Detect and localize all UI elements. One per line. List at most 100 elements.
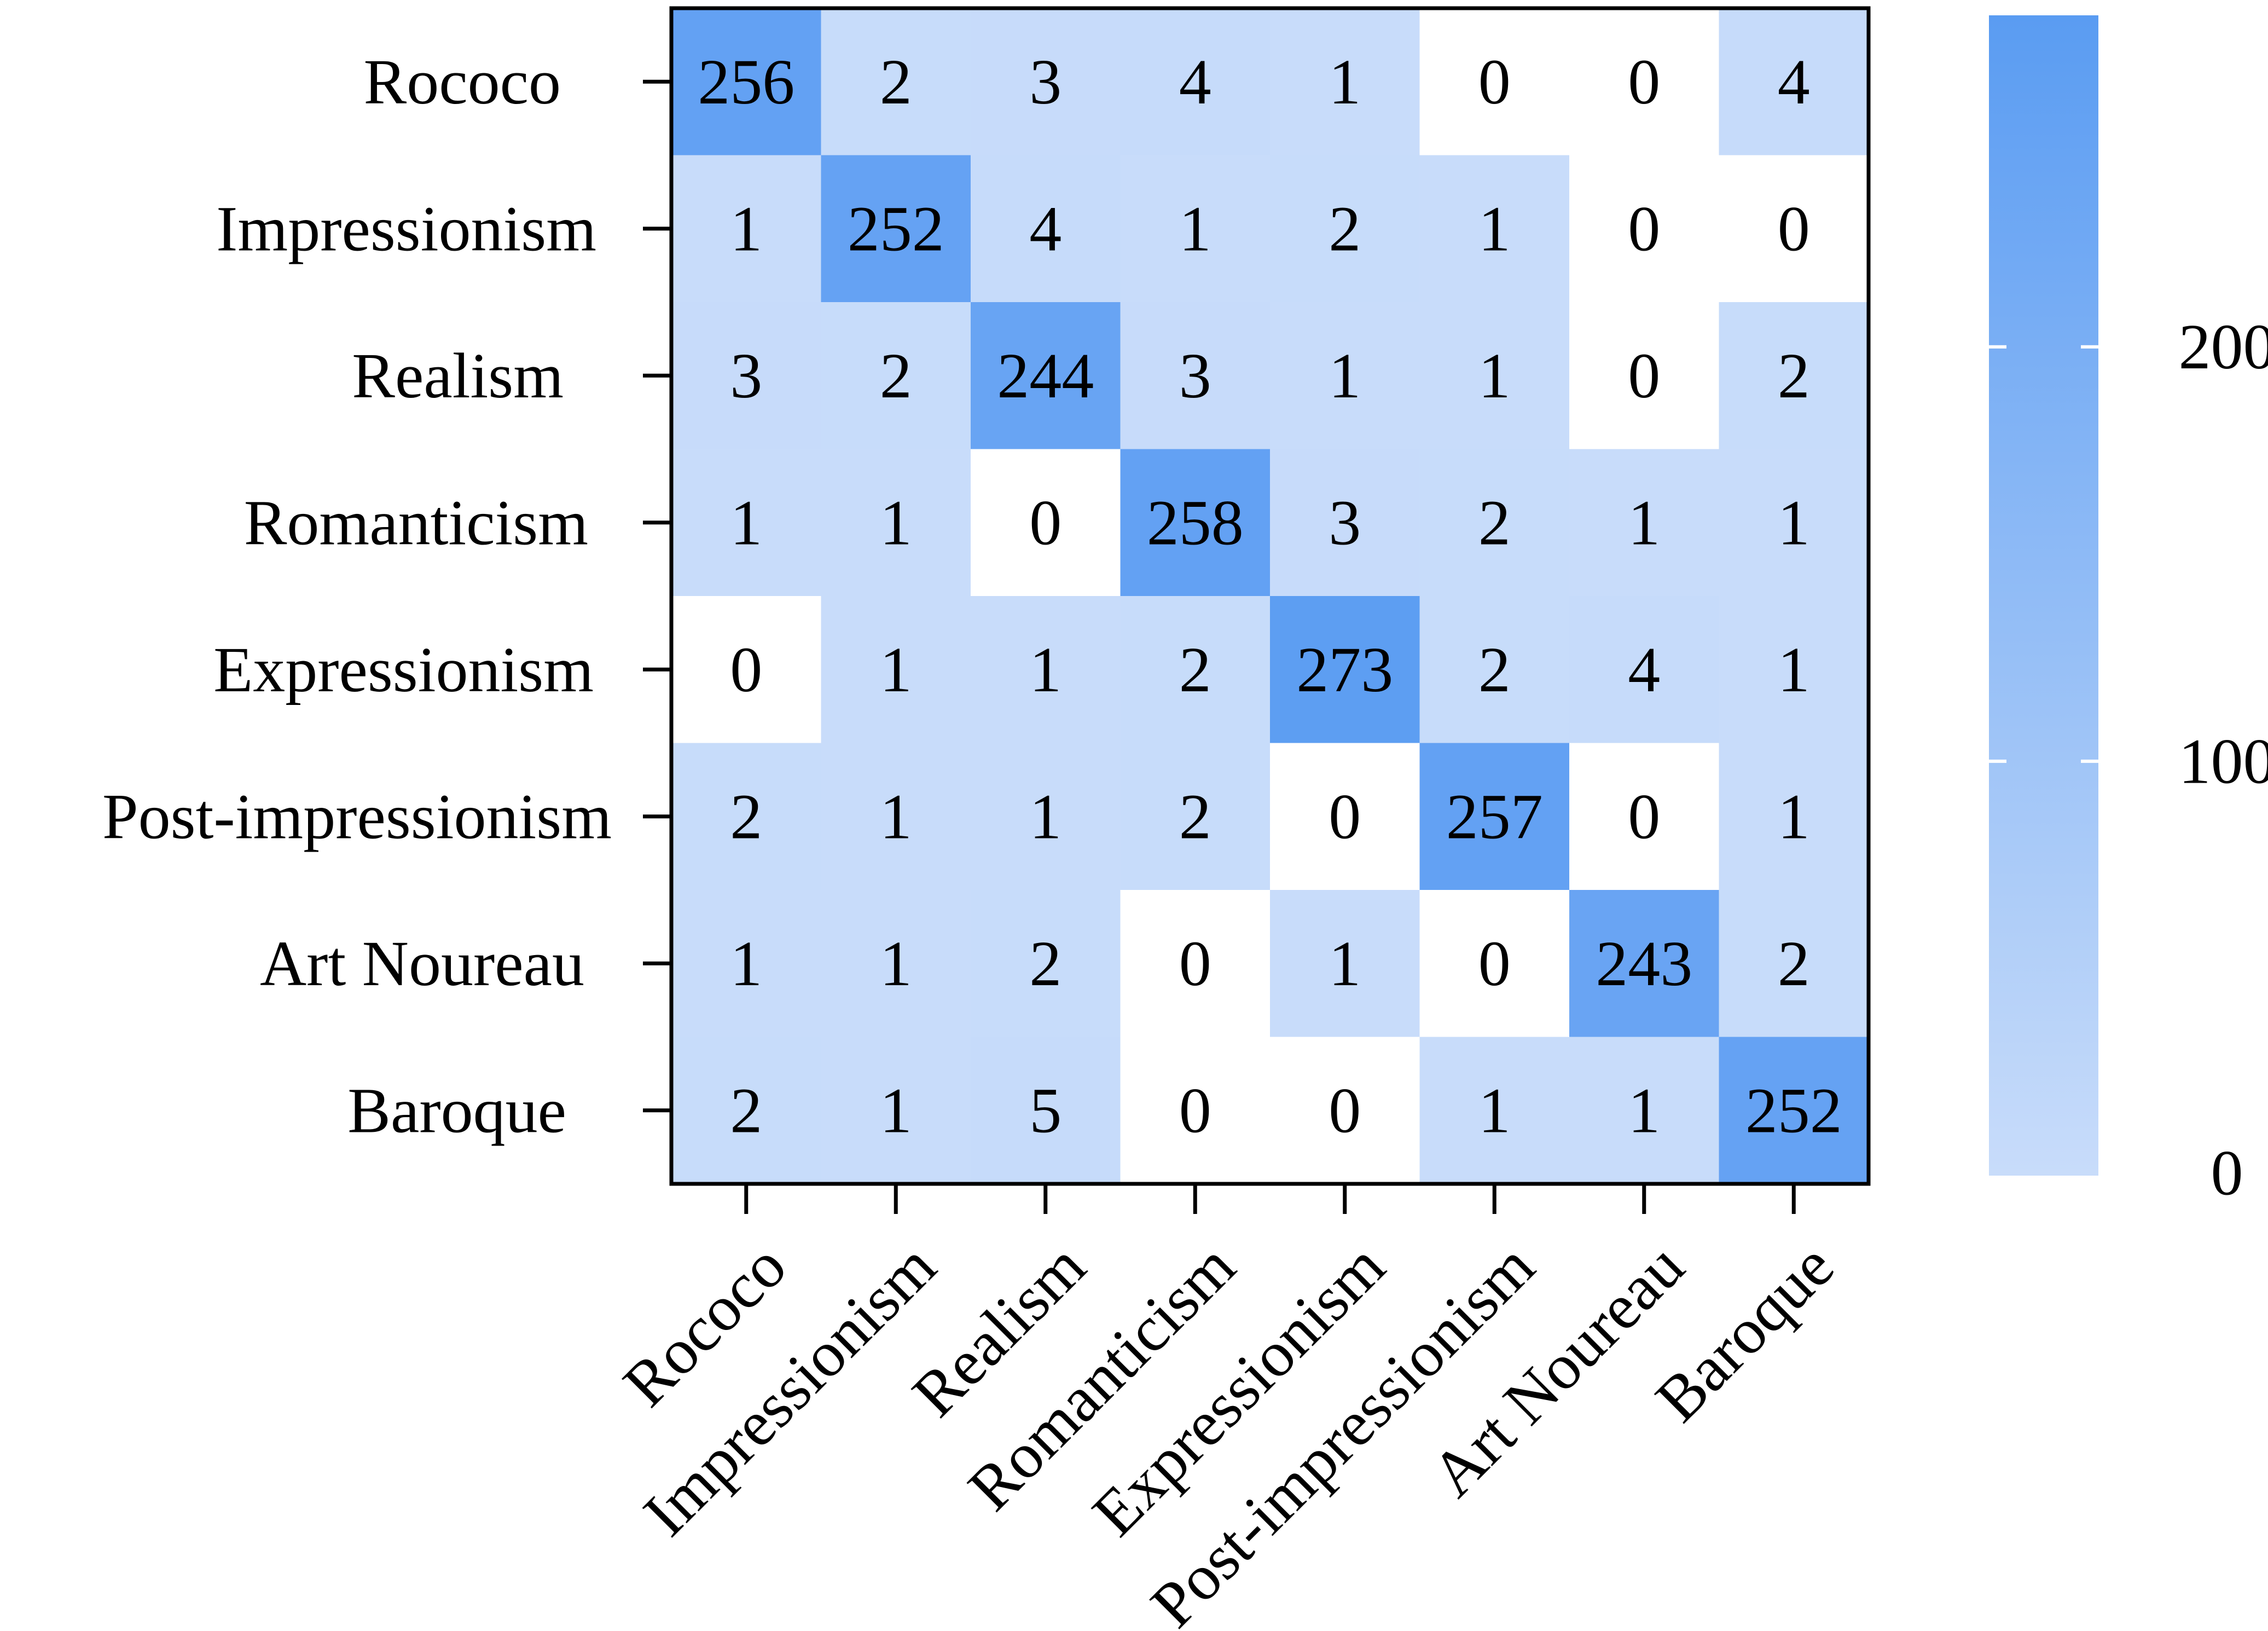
cell-value-label: 0 (1478, 928, 1511, 999)
cell-value-label: 2 (1029, 928, 1062, 999)
y-axis-tick-label: Romanticism (244, 487, 588, 558)
heatmap-cell (971, 8, 1121, 156)
heatmap-cell (1270, 743, 1420, 890)
cell-value-label: 3 (1179, 340, 1211, 412)
cell-value-label: 244 (997, 340, 1094, 412)
heatmap-cell (1120, 890, 1271, 1038)
cell-value-label: 1 (1778, 780, 1810, 852)
y-axis-tick-label: Expressionism (213, 634, 594, 705)
cell-value-label: 257 (1446, 780, 1543, 852)
heatmap-cell (1719, 1037, 1869, 1184)
heatmap-cell (1569, 302, 1720, 450)
colorbar-tick-label: 0 (2211, 1137, 2243, 1209)
colorbar-gradient (1989, 15, 2098, 1176)
cell-value-label: 256 (698, 46, 794, 118)
cell-value-labels: 256 2 3 4 1 0 0 41 252 4 1 2 1 0 03 2 244 3 1 1 0 21 1 0 258 3 2 1 1… (698, 46, 1842, 1147)
cell-value-label: 0 (1329, 780, 1361, 852)
cell-value-label: 1 (1329, 46, 1361, 118)
cell-value-label: 0 (1628, 46, 1660, 118)
cell-value-label: 1 (1628, 487, 1660, 558)
heatmap-cell (1719, 890, 1869, 1038)
cell-value-label: 1 (1329, 340, 1361, 412)
cell-value-label: 0 (1329, 1074, 1361, 1146)
cell-value-label: 0 (1029, 487, 1062, 558)
cell-value-label: 2 (1179, 780, 1211, 852)
heatmap-cell (1419, 596, 1570, 744)
cell-value-label: 4 (1029, 193, 1062, 264)
cell-value-label: 1 (880, 487, 912, 558)
colorbar-tick-label: 200 (2179, 311, 2268, 383)
cell-value-label: 0 (1778, 193, 1810, 264)
heatmap-frame (669, 6, 1871, 1186)
cell-value-label: 1 (1029, 634, 1062, 705)
cell-value-label: 1 (1628, 1074, 1660, 1146)
heatmap-cell (671, 302, 822, 450)
heatmap-cell (1569, 1037, 1720, 1184)
y-axis-tick-label: Art Noureau (260, 928, 584, 999)
cell-value-label: 1 (730, 928, 762, 999)
heatmap-cell (1419, 449, 1570, 597)
colorbar-ticks: 0 100 200 (1989, 311, 2268, 1209)
cell-value-label: 0 (1478, 46, 1511, 118)
cell-value-label: 3 (1329, 487, 1361, 558)
heatmap-cell (1270, 596, 1420, 744)
heatmap-cell (1120, 596, 1271, 744)
heatmap-cell (971, 302, 1121, 450)
cell-value-label: 1 (1478, 1074, 1511, 1146)
heatmap-cell (1120, 155, 1271, 303)
cell-value-label: 0 (1628, 780, 1660, 852)
heatmap-cell (821, 449, 971, 597)
cell-value-label: 2 (730, 780, 762, 852)
y-axis-tick-label: Impressionism (216, 193, 596, 264)
heatmap-cell (1419, 155, 1570, 303)
cell-value-label: 1 (880, 1074, 912, 1146)
heatmap-cell (1120, 302, 1271, 450)
cell-value-label: 243 (1596, 928, 1692, 999)
cell-value-label: 0 (1179, 1074, 1211, 1146)
cell-value-label: 5 (1029, 1074, 1062, 1146)
cell-value-label: 1 (1478, 340, 1511, 412)
heatmap-cell (1270, 8, 1420, 156)
cell-value-label: 0 (730, 634, 762, 705)
heatmap-cell (1120, 1037, 1271, 1184)
heatmap-cell (1569, 596, 1720, 744)
cell-value-label: 2 (1179, 634, 1211, 705)
heatmap-cell (971, 596, 1121, 744)
cell-value-label: 1 (1778, 487, 1810, 558)
cell-value-label: 3 (730, 340, 762, 412)
cell-value-label: 2 (880, 46, 912, 118)
y-axis: Rococo Impressionism Realism Romanticism Exp… (102, 46, 671, 1146)
heatmap-cell (821, 890, 971, 1038)
colorbar: 0 100 200 (1989, 15, 2268, 1209)
cell-value-label: 4 (1179, 46, 1211, 118)
heatmap-cell (671, 155, 822, 303)
cell-value-label: 2 (1329, 193, 1361, 264)
heatmap-cell (1270, 449, 1420, 597)
heatmap-cell (1419, 1037, 1570, 1184)
y-axis-tick-label: Realism (352, 340, 564, 412)
cell-value-label: 1 (730, 487, 762, 558)
cell-value-label: 2 (1778, 340, 1810, 412)
heatmap-cell (821, 1037, 971, 1184)
heatmap-cell (1719, 596, 1869, 744)
cell-value-label: 252 (1745, 1074, 1842, 1146)
heatmap-cell (1120, 743, 1271, 890)
heatmap-cell (821, 8, 971, 156)
cell-value-label: 3 (1029, 46, 1062, 118)
heatmap-cell (1270, 302, 1420, 450)
cell-value-label: 273 (1296, 634, 1393, 705)
heatmap-cell (1569, 155, 1720, 303)
cell-value-label: 2 (1778, 928, 1810, 999)
cell-value-label: 0 (1179, 928, 1211, 999)
heatmap-cell (1569, 449, 1720, 597)
heatmap-cell (821, 155, 971, 303)
cell-value-label: 258 (1147, 487, 1244, 558)
colorbar-tick-label: 100 (2179, 725, 2268, 797)
cell-value-label: 1 (1329, 928, 1361, 999)
cell-value-label: 2 (730, 1074, 762, 1146)
x-axis: RococoImpressionismRealismRomanticismExp… (610, 1184, 1847, 1631)
cell-value-label: 1 (880, 780, 912, 852)
heatmap-cell (971, 449, 1121, 597)
y-axis-tick-label: Baroque (347, 1074, 566, 1146)
